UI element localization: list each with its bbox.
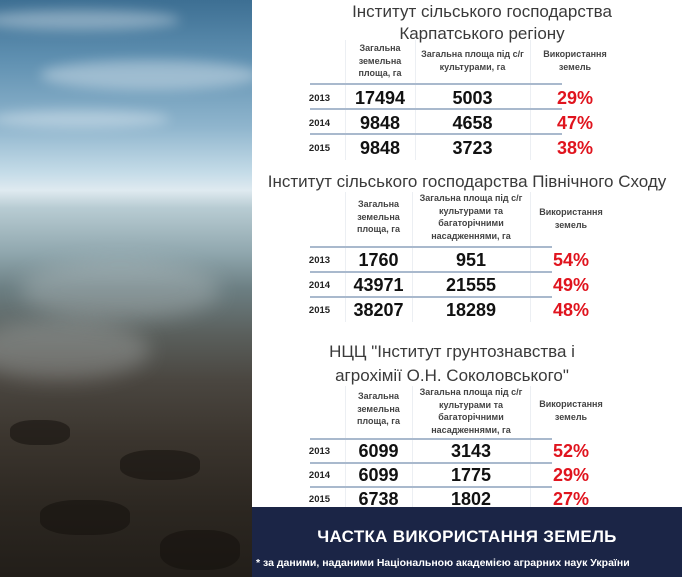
total-area-value: 9848 bbox=[359, 113, 401, 133]
column-divider bbox=[530, 386, 531, 511]
column-divider bbox=[345, 386, 346, 511]
column-divider bbox=[345, 40, 346, 160]
land-usage-percent: 52% bbox=[552, 441, 590, 461]
crop-area-value: 3143 bbox=[450, 441, 492, 461]
table-title-line: Карпатського регіону bbox=[399, 24, 565, 43]
land-usage-percent: 29% bbox=[556, 88, 594, 108]
land-usage-percent: 38% bbox=[556, 138, 594, 158]
crop-area-value: 1775 bbox=[450, 465, 492, 485]
row-year: 2014 bbox=[308, 280, 331, 291]
row-divider bbox=[310, 133, 562, 135]
land-usage-percent: 54% bbox=[552, 250, 590, 270]
row-year: 2015 bbox=[308, 494, 331, 505]
column-header: Загальна площа під с/г культурами, га bbox=[421, 49, 524, 72]
total-area-value: 43971 bbox=[353, 275, 404, 295]
column-header: Загальна земельна площа, га bbox=[357, 391, 400, 426]
table-title-line: агрохімії О.Н. Соколовського" bbox=[335, 366, 569, 385]
total-area-value: 1760 bbox=[358, 250, 399, 270]
crop-area-value: 4658 bbox=[452, 113, 493, 133]
land-usage-percent: 48% bbox=[552, 300, 590, 320]
table-title-line: Інститут сільського господарства bbox=[352, 2, 612, 21]
footer-note: * за даними, наданими Національною акаде… bbox=[256, 557, 630, 569]
row-divider bbox=[310, 246, 552, 248]
row-divider bbox=[310, 83, 562, 85]
column-header: Використання земель bbox=[543, 49, 607, 72]
table-title-line: НЦЦ "Інститут грунтознавства і bbox=[329, 342, 575, 361]
column-header: Використання земель bbox=[539, 399, 603, 422]
row-divider bbox=[310, 438, 552, 440]
footer-band: ЧАСТКА ВИКОРИСТАННЯ ЗЕМЕЛЬ * за даними, … bbox=[252, 507, 682, 577]
row-year: 2013 bbox=[308, 93, 331, 104]
column-divider bbox=[345, 192, 346, 322]
row-divider bbox=[310, 462, 552, 464]
total-area-value: 6099 bbox=[358, 465, 399, 485]
land-usage-percent: 49% bbox=[552, 275, 590, 295]
crop-area-value: 5003 bbox=[452, 88, 493, 108]
row-year: 2015 bbox=[308, 143, 331, 154]
land-usage-percent: 29% bbox=[552, 465, 590, 485]
total-area-value: 17494 bbox=[354, 88, 406, 108]
crop-area-value: 1802 bbox=[450, 489, 492, 509]
field-photo bbox=[0, 0, 252, 577]
row-year: 2014 bbox=[308, 470, 331, 481]
column-header: Загальна площа під с/г культурами та баг… bbox=[419, 193, 523, 241]
footer-title: ЧАСТКА ВИКОРИСТАННЯ ЗЕМЕЛЬ bbox=[317, 527, 617, 546]
column-divider bbox=[530, 192, 531, 322]
crop-area-value: 21555 bbox=[445, 275, 497, 295]
total-area-value: 38207 bbox=[353, 300, 404, 320]
total-area-value: 6738 bbox=[358, 489, 399, 509]
column-divider bbox=[530, 40, 531, 160]
table-title-line: Інститут сільського господарства Північн… bbox=[267, 172, 667, 191]
column-divider bbox=[412, 192, 413, 322]
crop-area-value: 951 bbox=[455, 250, 487, 270]
row-year: 2015 bbox=[308, 305, 331, 316]
column-header: Використання земель bbox=[539, 207, 603, 230]
column-divider bbox=[415, 40, 416, 160]
crop-area-value: 3723 bbox=[452, 138, 493, 158]
total-area-value: 6099 bbox=[358, 441, 399, 461]
row-divider bbox=[310, 486, 552, 488]
total-area-value: 9848 bbox=[359, 138, 401, 158]
column-header: Загальна земельна площа, га bbox=[358, 43, 402, 78]
row-year: 2013 bbox=[308, 446, 331, 457]
column-header: Загальна земельна площа, га bbox=[357, 199, 400, 234]
row-year: 2013 bbox=[308, 255, 331, 266]
row-divider bbox=[310, 271, 552, 273]
row-year: 2014 bbox=[308, 118, 331, 129]
land-usage-percent: 27% bbox=[552, 489, 590, 509]
land-usage-percent: 47% bbox=[556, 113, 594, 133]
column-divider bbox=[412, 386, 413, 511]
row-divider bbox=[310, 296, 552, 298]
crop-area-value: 18289 bbox=[445, 300, 497, 320]
row-divider bbox=[310, 108, 562, 110]
column-header: Загальна площа під с/г культурами та баг… bbox=[419, 387, 523, 435]
